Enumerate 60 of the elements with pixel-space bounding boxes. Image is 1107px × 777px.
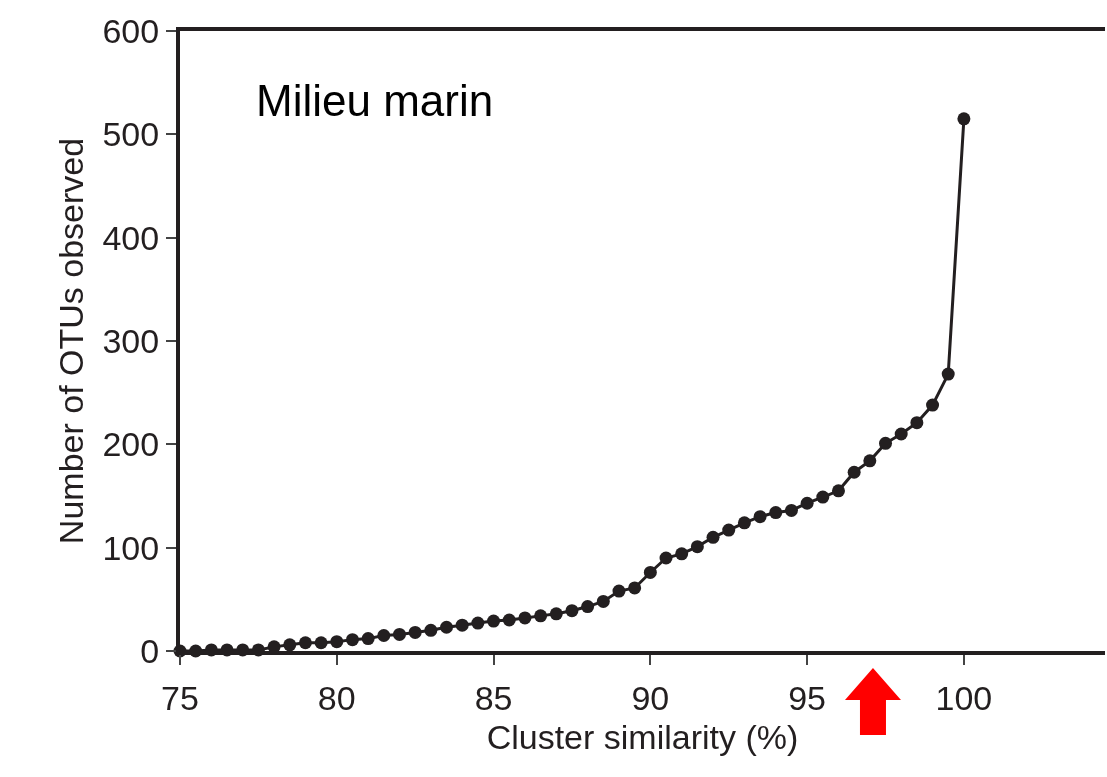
y-tick-label: 100 xyxy=(102,528,160,567)
point xyxy=(534,609,548,623)
x-tick-label: 90 xyxy=(631,678,670,717)
point xyxy=(612,584,626,598)
point xyxy=(643,565,657,579)
x-tick-label: 80 xyxy=(317,678,356,717)
point xyxy=(424,623,438,637)
point xyxy=(314,636,328,650)
x-axis-title: Cluster similarity (%) xyxy=(486,717,799,756)
point xyxy=(330,635,344,649)
point xyxy=(816,490,830,504)
point xyxy=(659,551,673,565)
y-tick-label: 0 xyxy=(140,631,160,670)
point xyxy=(910,416,924,430)
x-tick-label: 95 xyxy=(788,678,827,717)
point xyxy=(377,629,391,642)
point xyxy=(455,618,469,632)
point xyxy=(628,581,642,595)
point xyxy=(675,547,689,561)
point xyxy=(283,638,297,652)
point xyxy=(565,604,579,618)
point xyxy=(487,614,501,628)
point xyxy=(737,516,751,530)
point xyxy=(941,367,955,381)
point xyxy=(393,627,406,641)
point xyxy=(957,112,971,126)
y-tick-label: 300 xyxy=(102,321,160,360)
point xyxy=(471,616,485,630)
point xyxy=(298,636,312,650)
point xyxy=(706,530,720,544)
point xyxy=(926,398,940,412)
y-axis-title: Number of OTUs observed xyxy=(51,137,90,545)
point xyxy=(345,633,359,647)
point xyxy=(549,607,563,621)
point xyxy=(847,465,861,479)
point xyxy=(722,523,736,537)
point xyxy=(831,484,845,498)
point xyxy=(769,506,783,520)
point xyxy=(408,625,422,639)
point xyxy=(784,503,798,517)
point xyxy=(596,594,610,608)
point xyxy=(361,632,375,646)
y-tick-label: 600 xyxy=(102,11,160,50)
point xyxy=(518,611,532,625)
point xyxy=(690,540,704,554)
point xyxy=(879,436,893,450)
x-tick-label: 100 xyxy=(935,678,993,717)
x-tick-label: 75 xyxy=(161,678,199,717)
y-tick-label: 200 xyxy=(102,425,160,464)
point xyxy=(502,613,516,627)
point xyxy=(753,510,767,524)
point xyxy=(581,600,595,614)
y-tick-label: 400 xyxy=(102,218,160,257)
point xyxy=(863,454,877,468)
x-tick-label: 85 xyxy=(474,678,513,717)
y-tick-label: 500 xyxy=(102,115,160,154)
point xyxy=(800,496,814,510)
point xyxy=(894,427,908,441)
point xyxy=(440,620,454,634)
annotation: Milieu marin xyxy=(256,76,494,125)
